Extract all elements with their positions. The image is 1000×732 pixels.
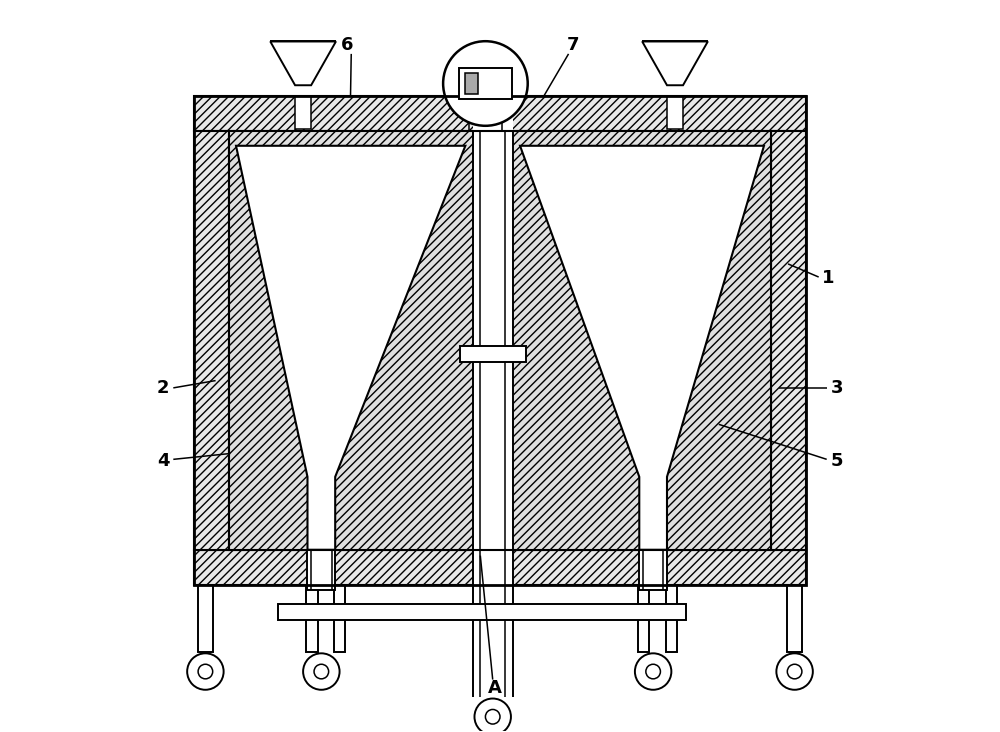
Text: 6: 6	[341, 36, 353, 54]
Text: 4: 4	[157, 452, 169, 470]
Circle shape	[646, 664, 660, 679]
Bar	[638, 585, 649, 652]
Bar	[306, 585, 318, 652]
Circle shape	[303, 654, 340, 690]
Polygon shape	[642, 42, 708, 85]
Bar	[473, 550, 513, 697]
Circle shape	[187, 654, 224, 690]
Circle shape	[443, 41, 528, 126]
Text: 3: 3	[831, 379, 843, 397]
Bar	[513, 131, 771, 550]
Text: A: A	[488, 679, 502, 698]
Bar	[639, 550, 667, 590]
Text: 2: 2	[157, 379, 169, 397]
Bar	[194, 550, 806, 585]
Bar	[194, 96, 806, 131]
Circle shape	[635, 654, 671, 690]
Bar	[460, 346, 526, 362]
Bar	[194, 96, 806, 585]
Bar	[465, 72, 478, 94]
Bar	[459, 68, 512, 99]
Polygon shape	[270, 42, 336, 85]
Bar	[278, 604, 686, 620]
Bar	[295, 96, 311, 129]
Bar	[194, 131, 229, 550]
Bar	[667, 96, 683, 129]
Circle shape	[776, 654, 813, 690]
Text: 1: 1	[822, 269, 834, 288]
Circle shape	[787, 664, 802, 679]
Bar	[473, 96, 513, 550]
Polygon shape	[236, 146, 465, 550]
Circle shape	[198, 664, 213, 679]
Bar	[229, 131, 771, 550]
Circle shape	[314, 664, 329, 679]
Bar	[229, 131, 771, 550]
Circle shape	[474, 698, 511, 732]
Bar	[307, 550, 335, 590]
Text: 5: 5	[831, 452, 843, 470]
Polygon shape	[520, 146, 764, 550]
Bar	[787, 585, 802, 652]
Circle shape	[485, 709, 500, 724]
Bar	[334, 585, 345, 652]
Bar	[771, 131, 806, 550]
Text: 7: 7	[567, 36, 579, 54]
Bar	[229, 131, 473, 550]
Bar	[198, 585, 213, 652]
Bar	[666, 585, 677, 652]
